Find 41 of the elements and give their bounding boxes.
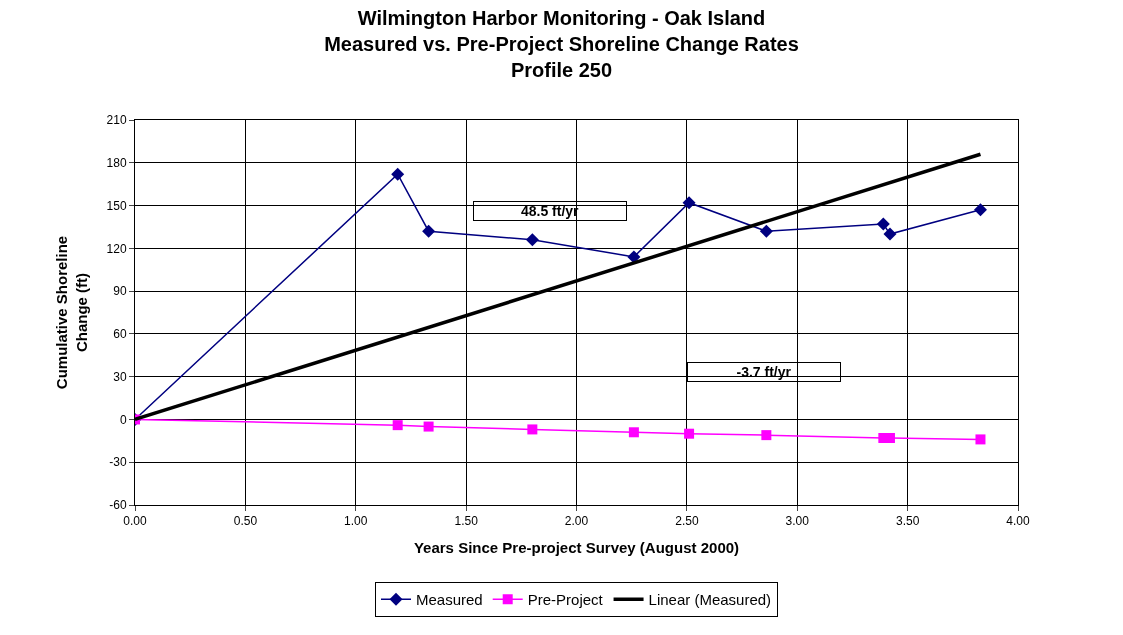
y-tick-label: 30	[113, 369, 127, 384]
point	[876, 217, 890, 231]
point	[392, 420, 403, 431]
chart-title: Wilmington Harbor Monitoring - Oak Island Measured vs. Pre-Project Shoreline Change Rates Profile 250	[324, 7, 799, 82]
y-tick-label: 90	[113, 284, 127, 299]
x-tick-label: 0.50	[233, 514, 258, 529]
x-tick-label: 3.50	[895, 514, 920, 529]
y-tick-label: 180	[106, 155, 127, 170]
y-tick-label: 210	[106, 113, 127, 128]
point	[682, 196, 696, 210]
x-tick-label: 3.00	[785, 514, 810, 529]
x-tick-label: 1.00	[344, 514, 368, 529]
point	[883, 227, 897, 241]
point	[628, 427, 639, 438]
legend-label: Measured	[416, 591, 483, 609]
point	[525, 233, 539, 247]
x-tick-label: 4.00	[1006, 514, 1030, 529]
point	[423, 421, 434, 432]
x-axis-title: Years Since Pre-project Survey (August 2000)	[413, 539, 740, 557]
y-tick-label: 0	[119, 412, 127, 427]
point	[527, 424, 538, 435]
legend-label: Linear (Measured)	[648, 591, 772, 609]
y-axis-title: Cumulative Shoreline Change (ft)	[53, 235, 90, 390]
y-tick-label: -30	[109, 455, 127, 470]
point	[973, 203, 987, 217]
x-tick-label: 2.00	[564, 514, 589, 529]
x-tick-label: 2.50	[675, 514, 699, 529]
point	[759, 224, 773, 238]
y-tick-label: 60	[113, 327, 127, 342]
y-tick-label: -60	[109, 498, 127, 513]
point	[422, 224, 436, 238]
y-tick-label: 120	[106, 241, 127, 256]
point	[391, 167, 405, 181]
point	[975, 434, 986, 445]
x-tick-label: 0.00	[123, 514, 147, 529]
y-tick-label: 150	[106, 198, 127, 213]
point	[761, 430, 772, 441]
x-tick-label: 1.50	[454, 514, 479, 529]
point	[684, 428, 695, 439]
point	[627, 250, 641, 264]
legend-label: Pre-Project	[527, 591, 604, 609]
